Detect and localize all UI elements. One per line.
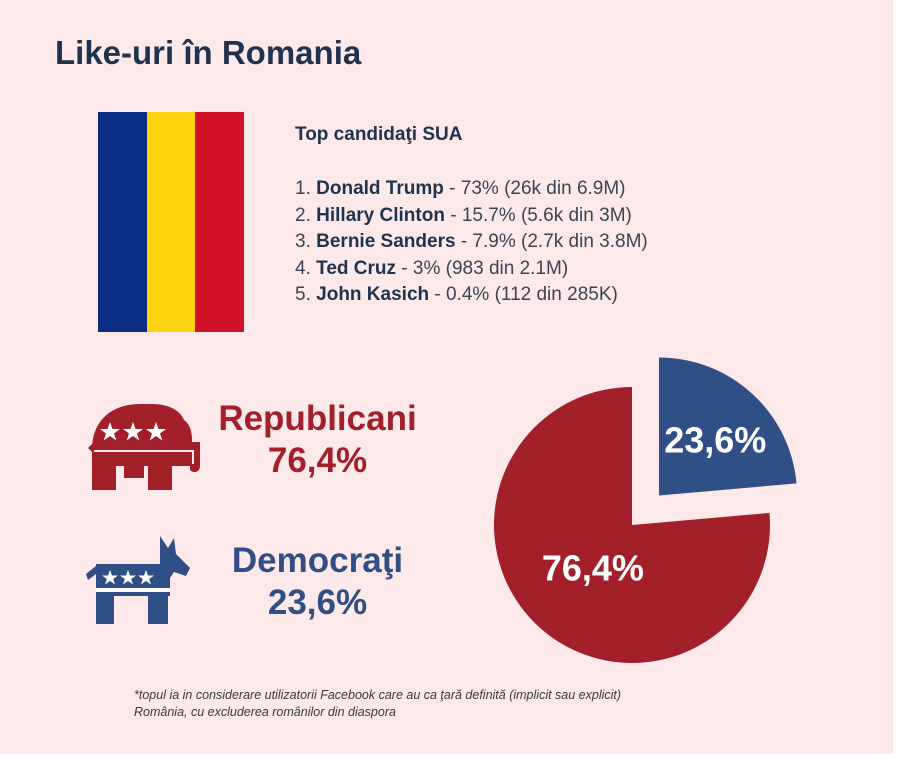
page-title: Like-uri în Romania: [55, 34, 362, 71]
donkey-icon: [86, 536, 190, 624]
elephant-icon: [88, 404, 200, 490]
pie-slice-republicani: [494, 387, 770, 663]
pie-label-democrati: 23,6%: [664, 420, 766, 461]
democrats-label: Democraţi 23,6%: [215, 540, 420, 624]
flag-stripe-blue: [98, 112, 147, 332]
candidate-name: Hillary Clinton: [316, 204, 445, 226]
candidate-detail: - 0.4% (112 din 285K): [429, 284, 618, 305]
list-item: 2. Hillary Clinton - 15.7% (5.6k din 3M): [295, 203, 648, 230]
footnote: *topul ia in considerare utilizatorii Fa…: [134, 687, 774, 721]
list-item: 1. Donald Trump - 73% (26k din 6.9M): [295, 176, 648, 203]
rank: 2.: [295, 204, 311, 226]
party-name: Republicani: [218, 399, 417, 438]
footnote-line-2: România, cu excluderea românilor din dia…: [134, 705, 396, 719]
candidate-name: Donald Trump: [316, 178, 444, 199]
candidate-detail: - 7.9% (2.7k din 3.8M): [455, 231, 648, 252]
flag-stripe-red: [195, 112, 245, 332]
republicans-label: Republicani 76,4%: [205, 398, 430, 482]
footnote-line-1: *topul ia in considerare utilizatorii Fa…: [134, 688, 622, 702]
candidate-name: Bernie Sanders: [316, 231, 456, 252]
pie-label-republicani: 76,4%: [542, 548, 644, 589]
pie-slice-democrati: [659, 357, 797, 496]
list-item: 4. Ted Cruz - 3% (983 din 2.1M): [295, 256, 648, 283]
flag-stripe-yellow: [146, 112, 196, 332]
party-pie-chart: 76,4% 23,6%: [494, 357, 797, 663]
list-item: 5. John Kasich - 0.4% (112 din 285K): [295, 282, 648, 309]
candidate-detail: - 15.7% (5.6k din 3M): [444, 204, 632, 226]
top-candidates-list: 1. Donald Trump - 73% (26k din 6.9M) 2. …: [295, 176, 648, 309]
party-percentage: 76,4%: [267, 441, 368, 480]
rank: 4.: [295, 257, 311, 279]
romania-flag: [98, 112, 245, 332]
candidate-name: John Kasich: [316, 284, 430, 305]
party-name: Democraţi: [231, 541, 404, 580]
candidate-name: Ted Cruz: [316, 257, 397, 279]
rank: 5.: [295, 284, 311, 305]
rank: 1.: [295, 178, 311, 199]
candidate-detail: - 73% (26k din 6.9M): [443, 178, 626, 199]
list-item: 3. Bernie Sanders - 7.9% (2.7k din 3.8M): [295, 229, 648, 256]
party-percentage: 23,6%: [267, 583, 368, 622]
rank: 3.: [295, 231, 311, 252]
candidate-detail: - 3% (983 din 2.1M): [396, 257, 569, 279]
top-candidates-heading: Top candidaţi SUA: [295, 124, 463, 145]
